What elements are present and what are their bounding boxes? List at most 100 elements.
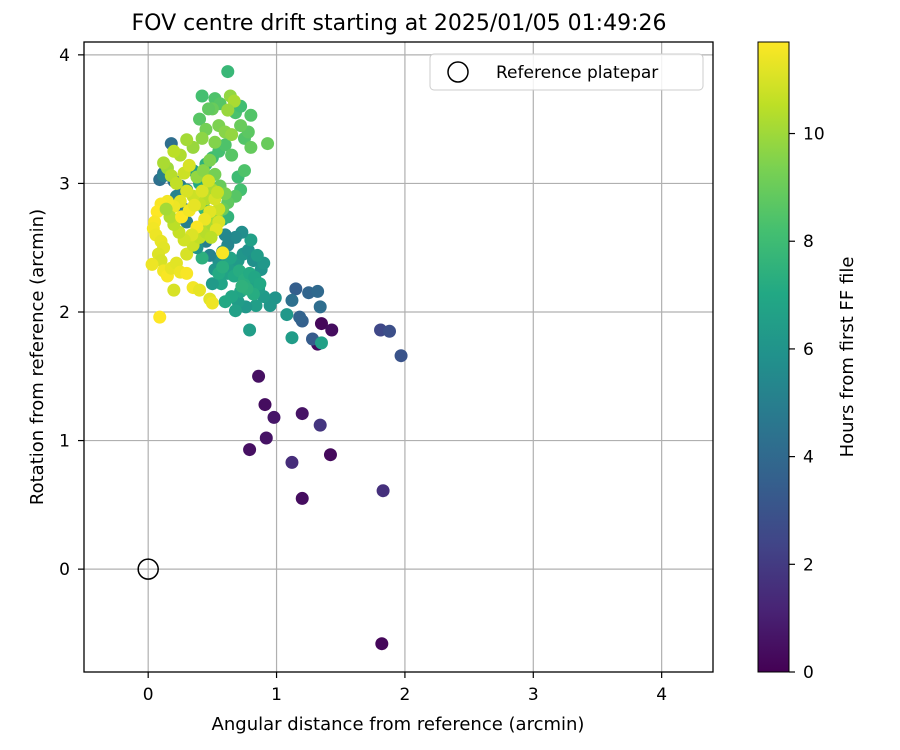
- data-point: [244, 233, 258, 247]
- y-tick-label: 2: [59, 303, 70, 323]
- colorbar-tick-label: 10: [803, 125, 825, 145]
- data-point: [376, 484, 390, 498]
- data-point: [205, 277, 219, 291]
- data-point: [228, 304, 242, 318]
- data-point: [221, 65, 235, 79]
- data-point: [167, 283, 181, 297]
- reference-platepar-marker: [137, 558, 159, 580]
- data-point: [193, 283, 207, 297]
- data-point: [267, 410, 281, 424]
- x-axis-ticks: 0 1 2 3 4: [143, 672, 667, 705]
- data-point: [203, 153, 217, 167]
- y-tick-label: 3: [59, 174, 70, 194]
- data-point: [314, 336, 328, 350]
- data-point: [234, 119, 248, 133]
- colorbar-ticks: 0 2 4 6 8 10: [789, 125, 825, 683]
- data-point: [250, 248, 264, 262]
- data-point: [216, 246, 230, 260]
- colorbar-tick-label: 6: [803, 340, 814, 360]
- data-point: [244, 108, 258, 122]
- data-point: [205, 296, 219, 310]
- x-tick-label: 2: [400, 685, 411, 705]
- data-point: [225, 148, 239, 162]
- data-point: [314, 317, 328, 331]
- data-point: [202, 102, 216, 116]
- data-point: [285, 293, 299, 307]
- data-point: [180, 247, 194, 261]
- legend-marker-icon: [447, 61, 469, 83]
- data-point: [167, 144, 181, 158]
- data-point: [195, 251, 209, 265]
- data-point: [211, 185, 225, 199]
- reference-marker: [137, 558, 159, 580]
- data-point: [289, 282, 303, 296]
- data-point: [383, 324, 397, 338]
- x-axis-label: Angular distance from reference (arcmin): [212, 714, 585, 735]
- data-point: [195, 131, 209, 145]
- chart-title: FOV centre drift starting at 2025/01/05 …: [132, 11, 667, 36]
- data-point: [285, 331, 299, 345]
- colorbar: 0 2 4 6 8 10 Hours from first FF file: [757, 41, 858, 683]
- data-point: [180, 133, 194, 147]
- data-point: [225, 128, 239, 142]
- data-point: [145, 257, 159, 271]
- data-point: [394, 349, 408, 363]
- data-point: [295, 407, 309, 421]
- y-axis-ticks: 0 1 2 3 4: [59, 46, 84, 580]
- data-point: [243, 323, 257, 337]
- legend: Reference platepar: [429, 53, 704, 91]
- legend-entry-label: Reference platepar: [496, 63, 658, 83]
- data-point: [193, 112, 207, 126]
- colorbar-tick-label: 2: [803, 555, 814, 575]
- data-point: [237, 164, 251, 178]
- data-point: [261, 137, 275, 151]
- data-point: [182, 158, 196, 172]
- data-point: [325, 323, 339, 337]
- data-point: [259, 431, 273, 445]
- data-point: [313, 300, 327, 314]
- colorbar-gradient: [757, 41, 790, 673]
- data-point: [253, 277, 267, 291]
- data-point: [195, 89, 209, 103]
- data-point: [214, 277, 228, 291]
- y-tick-label: 0: [59, 560, 70, 580]
- data-point: [204, 230, 218, 244]
- data-point: [311, 284, 325, 298]
- data-point: [263, 299, 277, 313]
- colorbar-tick-label: 0: [803, 663, 814, 683]
- colorbar-tick-label: 4: [803, 448, 814, 468]
- data-point: [243, 443, 257, 457]
- data-point: [157, 156, 171, 170]
- data-point: [285, 455, 299, 469]
- data-point: [208, 135, 222, 149]
- data-point: [244, 140, 258, 154]
- data-point: [218, 295, 232, 309]
- y-axis-label: Rotation from reference (arcmin): [27, 209, 48, 505]
- data-point: [196, 164, 210, 178]
- data-point: [258, 398, 272, 412]
- x-tick-label: 1: [271, 685, 282, 705]
- y-tick-label: 4: [59, 46, 70, 66]
- plot-frame: [83, 41, 714, 673]
- data-point: [221, 103, 235, 117]
- data-point: [249, 299, 263, 313]
- data-point: [218, 138, 232, 152]
- data-point: [252, 369, 266, 383]
- colorbar-label: Hours from first FF file: [837, 257, 858, 458]
- data-point: [195, 184, 209, 198]
- data-point: [180, 184, 194, 198]
- data-point: [216, 260, 230, 274]
- data-point: [313, 418, 327, 432]
- data-point: [159, 202, 173, 216]
- data-points: [145, 65, 408, 651]
- data-point: [293, 310, 307, 324]
- colorbar-tick-label: 8: [803, 232, 814, 252]
- x-tick-label: 4: [656, 685, 667, 705]
- data-point: [187, 198, 201, 212]
- data-point: [295, 491, 309, 505]
- data-point: [153, 310, 167, 324]
- data-point: [180, 266, 194, 280]
- data-point: [235, 279, 249, 293]
- y-tick-label: 1: [59, 432, 70, 452]
